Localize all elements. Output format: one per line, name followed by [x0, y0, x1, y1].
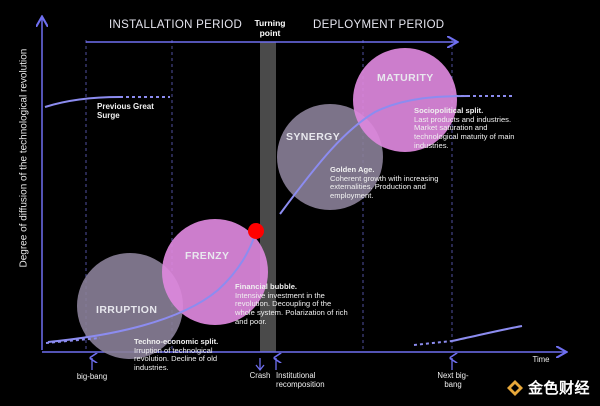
previous-surge-label: Previous Great Surge	[97, 102, 154, 121]
big-bang-label: big-bang	[76, 372, 108, 381]
irruption-desc-title: Techno-economic split.	[134, 337, 219, 346]
main-diffusion-curve	[47, 231, 257, 343]
next-big-bang-label: Next big-bang	[437, 371, 469, 389]
institutional-recomposition-label: Institutional recomposition	[276, 371, 325, 389]
frenzy-description: Financial bubble. Intensive investment i…	[235, 282, 353, 327]
crash-arrowhead	[255, 364, 265, 372]
synergy-label: SYNERGY	[286, 131, 341, 143]
x-marker-arrows	[92, 358, 452, 372]
deployment-period-label: DEPLOYMENT PERIOD	[313, 19, 445, 31]
coin-logo-icon	[506, 379, 523, 396]
maturity-desc-title: Sociopolitical split.	[414, 106, 484, 115]
watermark: 金色财经	[506, 377, 590, 398]
watermark-text: 金色财经	[527, 380, 590, 397]
crash-point	[248, 223, 264, 239]
crash-label: Crash	[249, 371, 271, 380]
next-surge-curve	[451, 325, 523, 342]
maturity-bubble	[353, 48, 457, 152]
installation-period-label: INSTALLATION PERIOD	[109, 19, 243, 31]
frenzy-desc-title: Financial bubble.	[235, 282, 298, 291]
irruption-description: Techno-economic split. Irruption of tech…	[134, 337, 244, 373]
frenzy-bubble	[162, 219, 268, 325]
frenzy-desc-body: Intensive investment in the revolution. …	[235, 290, 348, 326]
irruption-desc-body: Irruption of technolgical revolution. De…	[134, 345, 218, 373]
main-diffusion-curve-upper	[279, 95, 471, 215]
next-surge-dash	[413, 340, 453, 346]
synergy-desc-body: Coherent growth with increasing external…	[330, 173, 439, 201]
frenzy-label: FRENZY	[185, 250, 230, 262]
maturity-label: MATURITY	[377, 72, 434, 84]
previous-surge-curve	[44, 96, 121, 108]
turning-point-label: Turning point	[254, 18, 286, 38]
irruption-label: IRRUPTION	[96, 304, 158, 316]
maturity-desc-body: Last products and industries. Market sat…	[414, 114, 515, 150]
synergy-desc-title: Golden Age.	[330, 165, 375, 174]
maturity-description: Sociopolitical split. Last products and …	[414, 106, 524, 151]
synergy-description: Golden Age. Coherent growth with increas…	[330, 165, 440, 201]
x-axis-label: Time	[532, 355, 550, 364]
irruption-bubble	[77, 253, 183, 359]
y-axis-label: Degree of diffusion of the technological…	[18, 48, 30, 268]
